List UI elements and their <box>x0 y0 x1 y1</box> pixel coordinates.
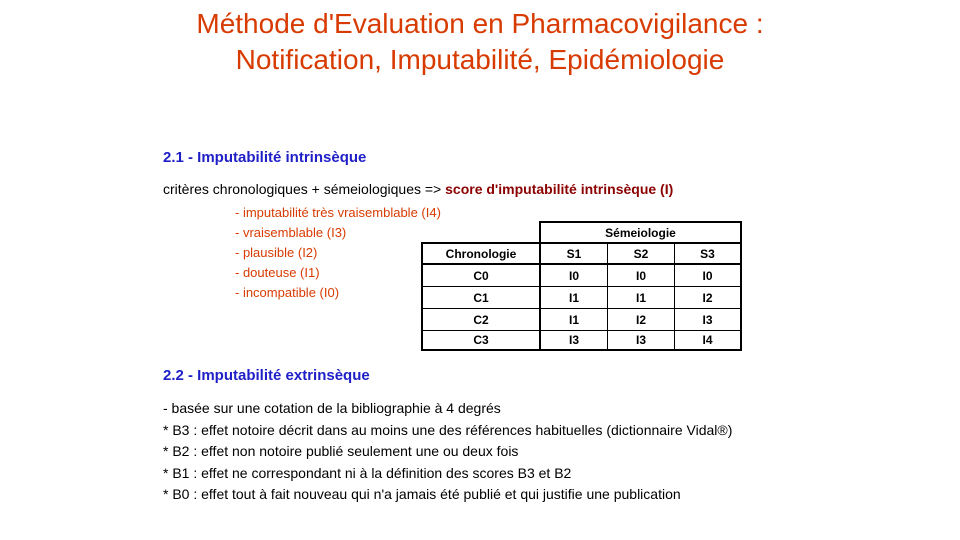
table-row-label: C2 <box>473 312 489 327</box>
table-cell: I3 <box>635 333 646 347</box>
imputability-levels-list: - imputabilité très vraisemblable (I4) -… <box>235 203 441 303</box>
extrinseque-item: * B1 : effet ne correspondant ni à la dé… <box>163 464 572 481</box>
table-cell: I2 <box>635 312 646 327</box>
table-rule-header <box>421 242 742 244</box>
table-cell: I3 <box>568 333 579 347</box>
level-item: - douteuse (I1) <box>235 265 320 280</box>
table-cell: I1 <box>568 290 579 305</box>
table-cell: I4 <box>702 333 713 347</box>
table-border-top <box>540 221 742 223</box>
table-cell: I1 <box>568 312 579 327</box>
table-divider-column <box>607 242 608 351</box>
table-cell: I1 <box>635 290 646 305</box>
table-column-header: S2 <box>633 246 649 261</box>
table-row-label: C1 <box>473 290 489 305</box>
table-cell: I2 <box>702 290 713 305</box>
extrinseque-list: - basée sur une cotation de la bibliogra… <box>163 398 732 506</box>
slide-title-line-1: Méthode d'Evaluation en Pharmacovigilanc… <box>196 8 764 39</box>
criteria-line: critères chronologiques + sémeiologiques… <box>163 181 673 197</box>
slide-title: Méthode d'Evaluation en Pharmacovigilanc… <box>0 6 960 78</box>
table-rule-row <box>421 286 742 287</box>
imputability-table: Sémeiologie Chronologie S1 S2 S3 C0 I0 I… <box>421 221 742 351</box>
table-cell: I0 <box>635 268 646 283</box>
table-row-label: C3 <box>473 333 489 347</box>
table-border-left <box>421 242 423 351</box>
table-rule-row <box>421 308 742 309</box>
table-rule-row <box>421 330 742 331</box>
table-row-label: C0 <box>473 268 489 283</box>
extrinseque-item: * B0 : effet tout à fait nouveau qui n'a… <box>163 486 681 502</box>
table-cell: I0 <box>702 268 713 283</box>
slide-title-line-2: Notification, Imputabilité, Epidémiologi… <box>235 44 725 75</box>
table-column-header: S1 <box>566 246 582 261</box>
score-text: score d'imputabilité intrinsèque (I) <box>445 181 674 197</box>
level-item: - imputabilité très vraisemblable (I4) <box>235 205 441 220</box>
table-border-bottom <box>421 349 742 351</box>
heading-imputabilite-intrinseque: 2.1 - Imputabilité intrinsèque <box>163 149 367 166</box>
extrinseque-item: - basée sur une cotation de la bibliogra… <box>163 400 501 416</box>
criteria-text: critères chronologiques + sémeiologiques… <box>163 181 446 197</box>
table-rule-columns <box>421 263 742 265</box>
table-border-right <box>740 221 742 351</box>
table-divider-chronologie <box>539 221 541 351</box>
table-group-header: Sémeiologie <box>605 225 676 240</box>
heading-imputabilite-extrinseque: 2.2 - Imputabilité extrinsèque <box>163 367 370 384</box>
extrinseque-item: * B2 : effet non notoire publié seulemen… <box>163 443 519 459</box>
table-cell: I3 <box>702 312 713 327</box>
extrinseque-item: * B3 : effet notoire décrit dans au moin… <box>163 421 733 438</box>
level-item: - incompatible (I0) <box>235 285 340 300</box>
table-cell: I0 <box>568 268 579 283</box>
table-divider-column <box>674 242 675 351</box>
level-item: - vraisemblable (I3) <box>235 225 347 240</box>
level-item: - plausible (I2) <box>235 245 318 260</box>
table-column-header: S3 <box>700 246 715 261</box>
table-row-header: Chronologie <box>445 246 517 261</box>
